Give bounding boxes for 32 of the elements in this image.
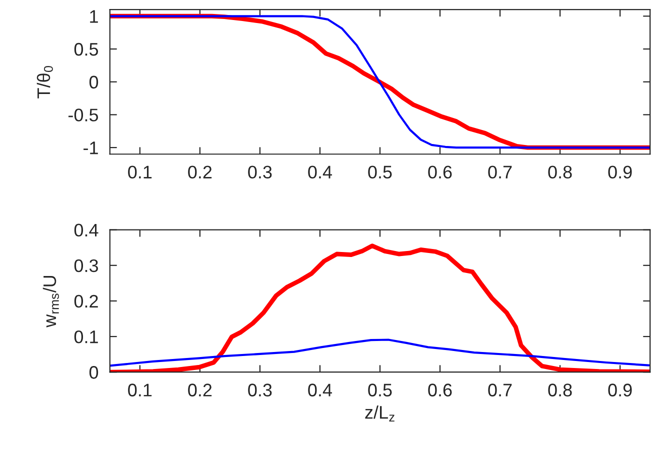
x-tick-label: 0.4	[308, 384, 332, 396]
y-tick-label: 0.5	[74, 42, 98, 56]
y-axis-title: w$_{rms}$/U	[42, 276, 59, 328]
x-tick-label: 0.5	[368, 384, 392, 396]
x-tick-label: 0.3	[248, 384, 272, 396]
x-tick-label: 0.4	[308, 166, 332, 178]
x-tick-label: 0.9	[608, 166, 632, 178]
x-tick-label: 0.1	[128, 166, 152, 178]
y-tick-label: 0	[89, 366, 98, 379]
x-tick-label: 0.6	[428, 166, 452, 178]
x-tick-label: 0.8	[548, 166, 572, 178]
x-tick-label: 0.7	[488, 384, 512, 396]
y-tick-label: 1	[90, 10, 98, 23]
y-tick-label: 0.1	[74, 330, 98, 344]
y-tick-label: -0.5	[68, 108, 98, 122]
x-tick-label: 0.2	[188, 166, 212, 178]
x-tick-label: 0.8	[548, 384, 572, 396]
y-tick-label: 0.2	[74, 294, 98, 308]
x-tick-label: 0.9	[608, 384, 632, 396]
y-tick-label: 0.4	[74, 224, 98, 237]
x-tick-label: 0.7	[488, 166, 512, 178]
x-tick-label: 0.6	[428, 384, 452, 396]
x-tick-label: 0.3	[248, 166, 272, 178]
y-tick-label: 0	[89, 76, 98, 89]
x-tick-label: 0.2	[188, 384, 212, 396]
line-series	[110, 338, 650, 367]
x-tick-label: 0.5	[368, 166, 392, 178]
x-tick-label: 0.1	[128, 384, 152, 396]
y-axis-title: T/θ$_{0}$	[36, 66, 53, 98]
y-tick-label: 0.3	[74, 259, 98, 272]
y-tick-label: -1	[84, 142, 98, 154]
x-axis-title: z/L$_{z}$	[365, 406, 394, 422]
